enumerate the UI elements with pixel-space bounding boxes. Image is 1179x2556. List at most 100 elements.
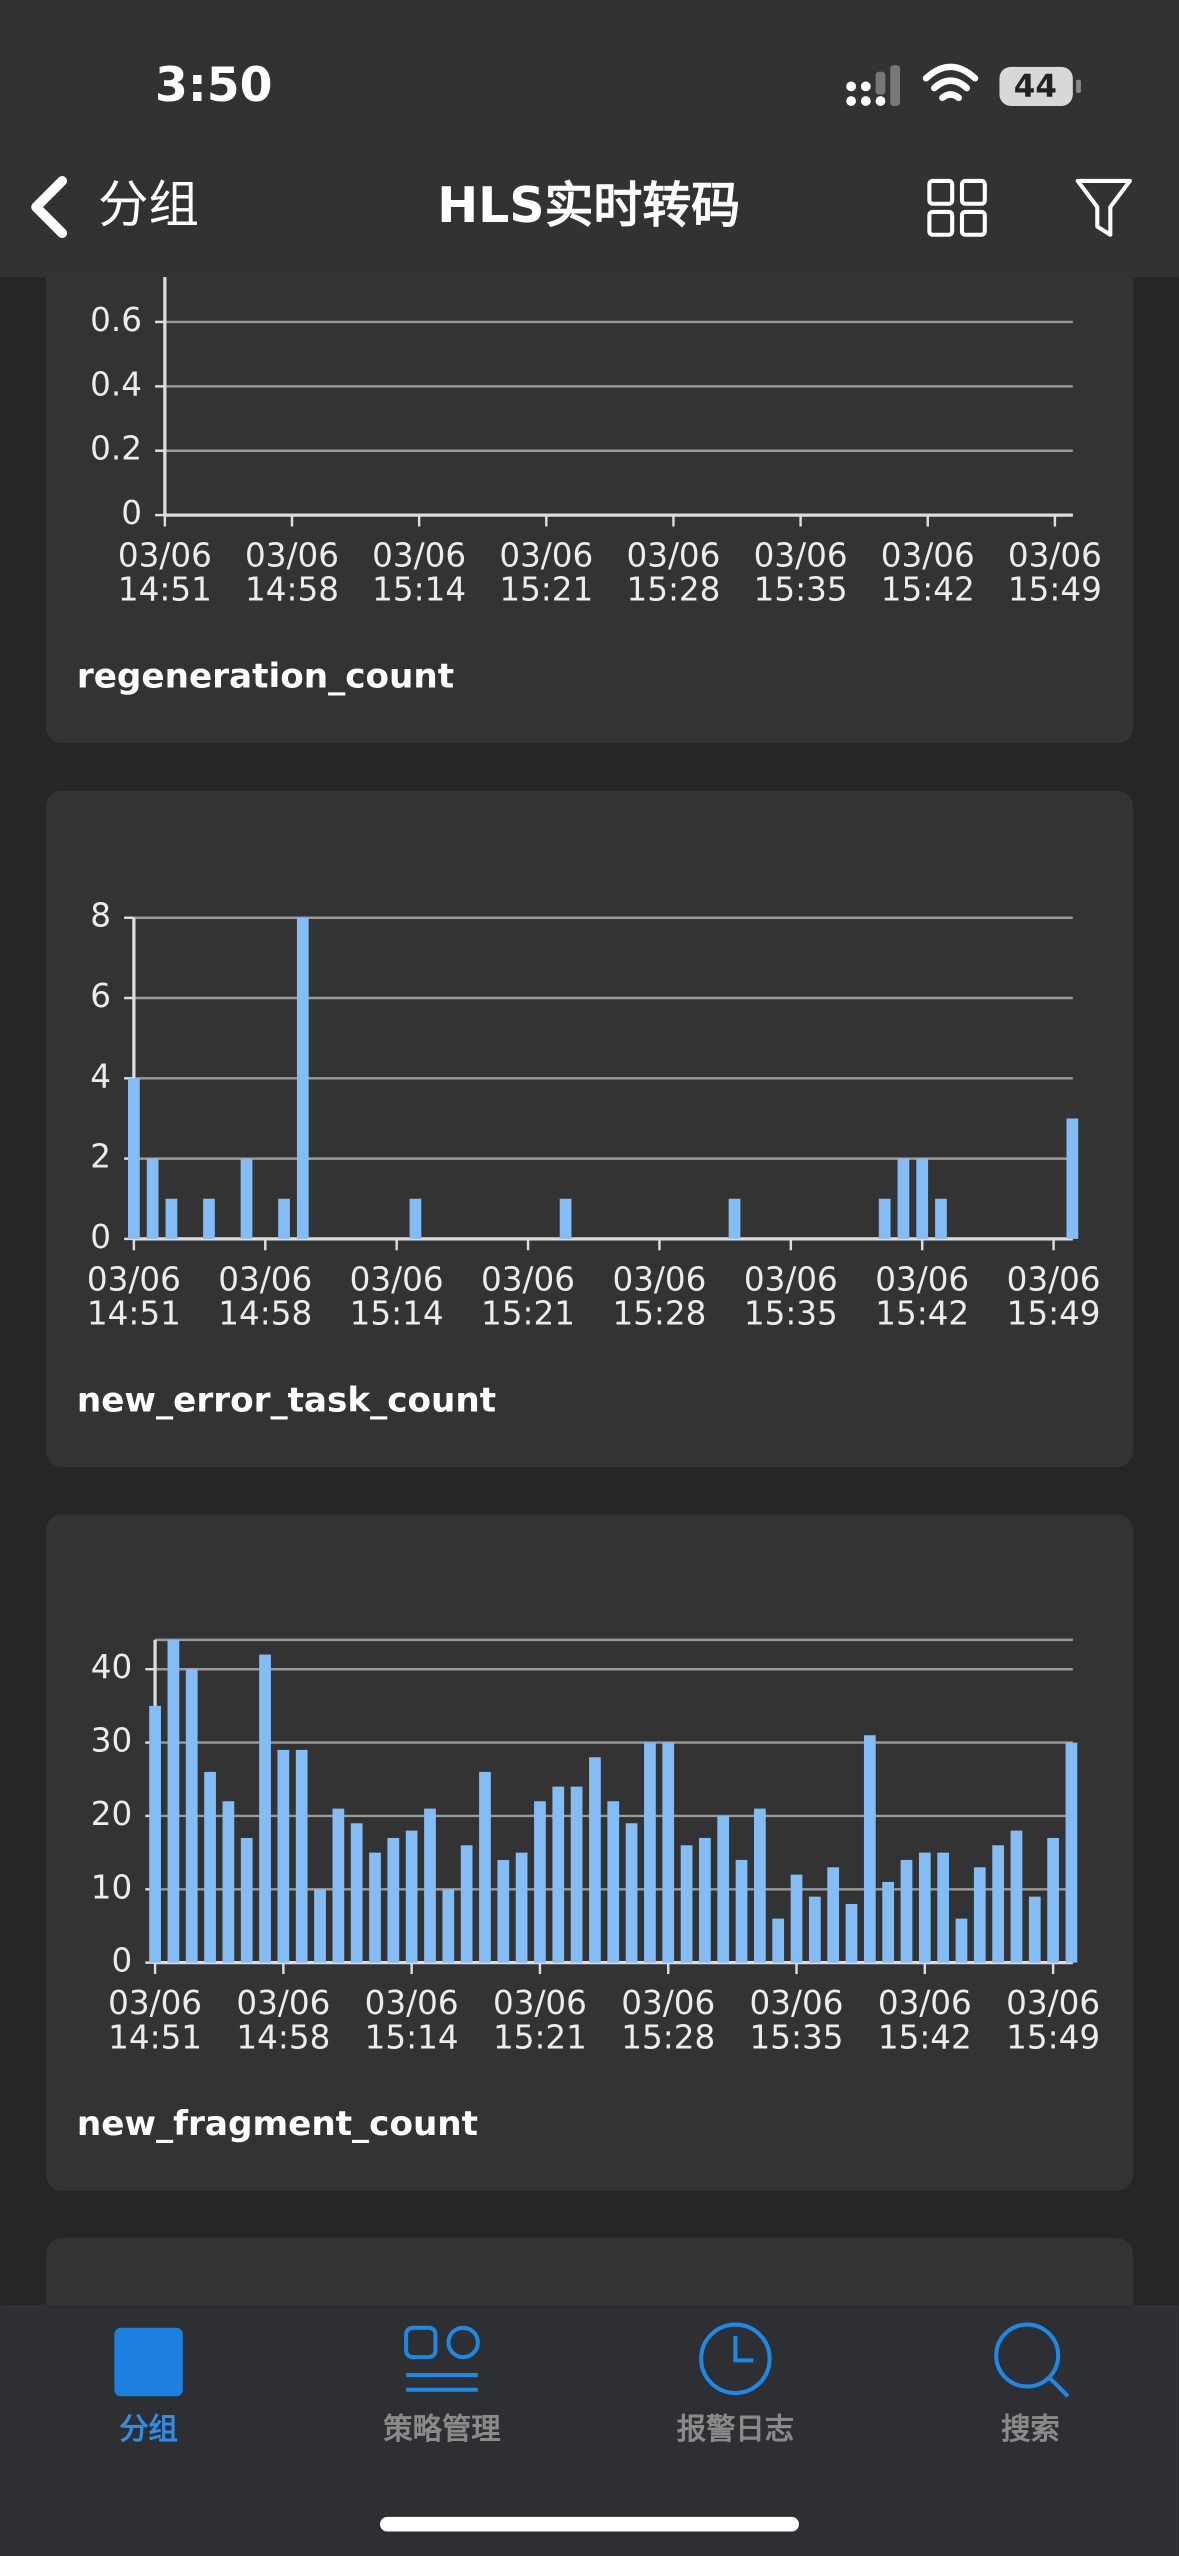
grid-icon[interactable] [927, 178, 987, 237]
bar [559, 1198, 572, 1239]
x-tick-label: 15:49 [1006, 2018, 1100, 2056]
x-tick-label: 15:21 [499, 571, 593, 609]
back-label[interactable]: 分组 [98, 175, 199, 234]
bar [728, 1198, 741, 1239]
bar [222, 1801, 235, 1963]
x-tick-label: 03/06 [1007, 1260, 1101, 1298]
bar [314, 1889, 326, 1963]
x-tick-label: 03/06 [621, 1984, 715, 2022]
bar [295, 1749, 308, 1963]
bar [442, 1889, 455, 1963]
x-tick-label: 15:14 [372, 571, 466, 609]
chart-title: new_fragment_count [77, 2104, 478, 2144]
bar [992, 1845, 1004, 1963]
tab-label[interactable]: 分组 [119, 2412, 178, 2446]
bar [955, 1918, 968, 1963]
x-tick-label: 15:49 [1008, 571, 1102, 609]
x-tick-label: 03/06 [499, 536, 593, 574]
tab-label[interactable]: 报警日志 [677, 2412, 794, 2446]
tab-label[interactable]: 策略管理 [383, 2412, 500, 2446]
x-tick-label: 15:28 [626, 571, 720, 609]
bar [185, 1669, 198, 1963]
bar [918, 1852, 931, 1963]
x-tick-label: 03/06 [744, 1260, 838, 1298]
bar [717, 1815, 730, 1963]
bar [699, 1837, 711, 1963]
bar [203, 1198, 215, 1239]
x-tick-label: 03/06 [750, 1984, 844, 2022]
bar [1028, 1896, 1041, 1963]
x-tick-label: 14:58 [236, 2018, 330, 2056]
battery-tip [1076, 79, 1081, 93]
x-tick-label: 15:35 [754, 571, 848, 609]
x-tick-label: 03/06 [878, 1984, 972, 2022]
x-tick-label: 03/06 [236, 1984, 330, 2022]
bar [350, 1823, 363, 1963]
bar [735, 1859, 748, 1963]
y-tick-label: 20 [91, 1795, 132, 1833]
bar [882, 1881, 895, 1963]
status-time: 3:50 [155, 58, 273, 113]
tab-icon[interactable] [994, 2322, 1070, 2398]
x-tick-label: 03/06 [108, 1984, 202, 2022]
bar [497, 1859, 510, 1963]
x-tick-label: 15:35 [744, 1294, 838, 1332]
y-tick-label: 10 [91, 1868, 132, 1906]
y-tick-label: 0.4 [90, 365, 142, 403]
signal-icon [846, 65, 901, 106]
bar [240, 1158, 253, 1239]
x-tick-label: 15:28 [621, 2018, 715, 2056]
y-tick-label: 4 [90, 1057, 111, 1095]
bar [845, 1903, 858, 1963]
tab-bar-bg [0, 2304, 1179, 2556]
x-tick-label: 14:58 [218, 1294, 312, 1332]
bar [900, 1859, 913, 1963]
x-tick-label: 15:42 [878, 2018, 972, 2056]
card [45, 163, 1134, 744]
x-tick-label: 03/06 [612, 1260, 706, 1298]
bar [772, 1918, 785, 1963]
bar [405, 1830, 418, 1963]
bar [1010, 1830, 1023, 1963]
back-icon[interactable] [31, 176, 68, 238]
bar [479, 1771, 491, 1963]
bar [1065, 1742, 1078, 1963]
content: 00.20.40.603/0614:5103/0614:5803/0615:14… [45, 163, 1134, 2434]
filter-icon[interactable] [1075, 178, 1132, 237]
tab-icon[interactable] [114, 2327, 183, 2397]
y-tick-label: 0.2 [90, 430, 142, 468]
x-tick-label: 15:14 [350, 1294, 444, 1332]
bar [662, 1742, 675, 1963]
tab-label[interactable]: 搜索 [1001, 2412, 1060, 2446]
battery-level: 44 [1014, 69, 1057, 105]
tab-icon[interactable] [699, 2322, 772, 2396]
x-tick-label: 03/06 [754, 536, 848, 574]
bar [332, 1808, 345, 1963]
bar [916, 1158, 929, 1239]
header-bg [0, 0, 1179, 278]
bar [552, 1786, 565, 1963]
x-tick-label: 14:58 [245, 571, 339, 609]
y-tick-label: 0 [112, 1942, 133, 1980]
tab-icon[interactable] [404, 2325, 480, 2392]
bar [607, 1801, 620, 1963]
bar [515, 1852, 528, 1963]
bar [387, 1837, 400, 1963]
bar [204, 1771, 216, 1963]
bar [128, 1078, 140, 1239]
bar [409, 1198, 422, 1239]
x-tick-label: 03/06 [626, 536, 720, 574]
x-tick-label: 03/06 [118, 536, 212, 574]
y-tick-label: 0 [121, 494, 142, 532]
x-tick-label: 03/06 [881, 536, 975, 574]
x-tick-label: 14:51 [87, 1294, 181, 1332]
bar [277, 1749, 290, 1963]
bar [369, 1852, 381, 1963]
bar [644, 1742, 656, 1963]
x-tick-label: 03/06 [245, 536, 339, 574]
bar [625, 1823, 638, 1963]
y-tick-label: 2 [90, 1138, 111, 1176]
x-tick-label: 14:51 [108, 2018, 202, 2056]
bar [897, 1158, 910, 1239]
